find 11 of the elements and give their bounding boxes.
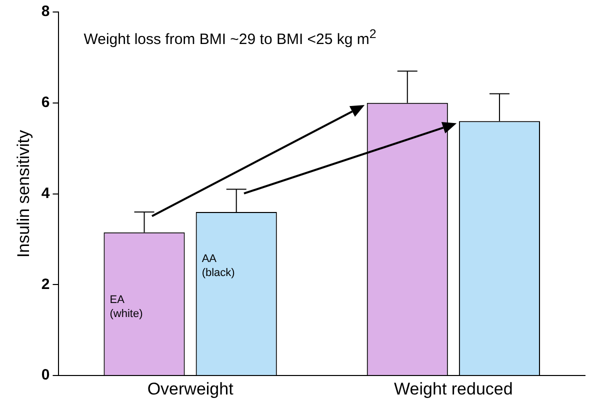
series-label: EA (white) <box>110 294 143 320</box>
series-label: AA (black) <box>202 252 235 279</box>
x-tick-label: Overweight <box>147 379 234 398</box>
y-tick-label: 6 <box>41 94 50 112</box>
y-tick-label: 8 <box>41 3 50 20</box>
y-tick-label: 2 <box>41 276 50 293</box>
x-tick-label: Weight reduced <box>394 379 513 398</box>
y-tick-label: 4 <box>41 184 50 202</box>
y-axis-title: Insulin sensitivity <box>14 130 33 258</box>
text: Weight loss from BMI ~29 to BMI <25 kg m$^{2}$ <box>84 27 376 48</box>
y-tick-label: 0 <box>41 366 50 384</box>
